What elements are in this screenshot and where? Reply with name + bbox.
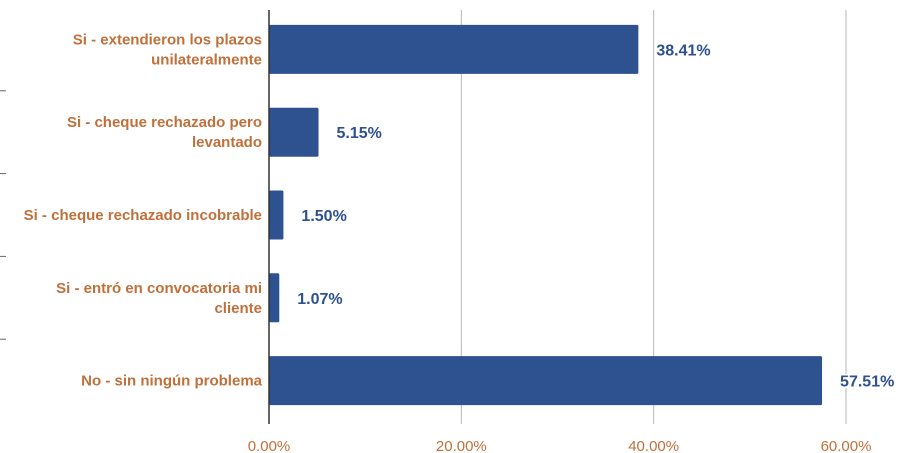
x-tick-label: 0.00% [248, 438, 291, 453]
data-label: 38.41% [656, 42, 710, 59]
category-label: Si - extendieron los plazos [73, 31, 262, 48]
category-label: levantado [192, 134, 262, 151]
data-label: 57.51% [840, 374, 894, 391]
data-label: 5.15% [337, 125, 382, 142]
axes [0, 10, 270, 424]
grid-lines [460, 10, 847, 424]
data-label: 1.07% [297, 291, 342, 308]
bar [269, 107, 319, 157]
x-tick-label: 60.00% [821, 438, 872, 453]
bars [269, 24, 823, 406]
bar [269, 24, 639, 74]
bar [269, 273, 280, 323]
data-label: 1.50% [301, 208, 346, 225]
bar [269, 190, 284, 240]
category-label: cliente [214, 300, 262, 317]
category-label: Si - cheque rechazado incobrable [24, 207, 262, 224]
x-tick-label: 20.00% [436, 438, 487, 453]
labels: 0.00% 20.00% 40.00% 60.00% 38.41% Si - extend… [24, 31, 896, 453]
category-label: unilateralmente [151, 51, 262, 68]
category-label: Si - entró en convocatoria mi [56, 280, 262, 297]
category-label: Si - cheque rechazado pero [67, 114, 262, 131]
category-label: No - sin ningún problema [81, 373, 262, 390]
x-tick-label: 40.00% [628, 438, 679, 453]
bar [269, 356, 823, 406]
